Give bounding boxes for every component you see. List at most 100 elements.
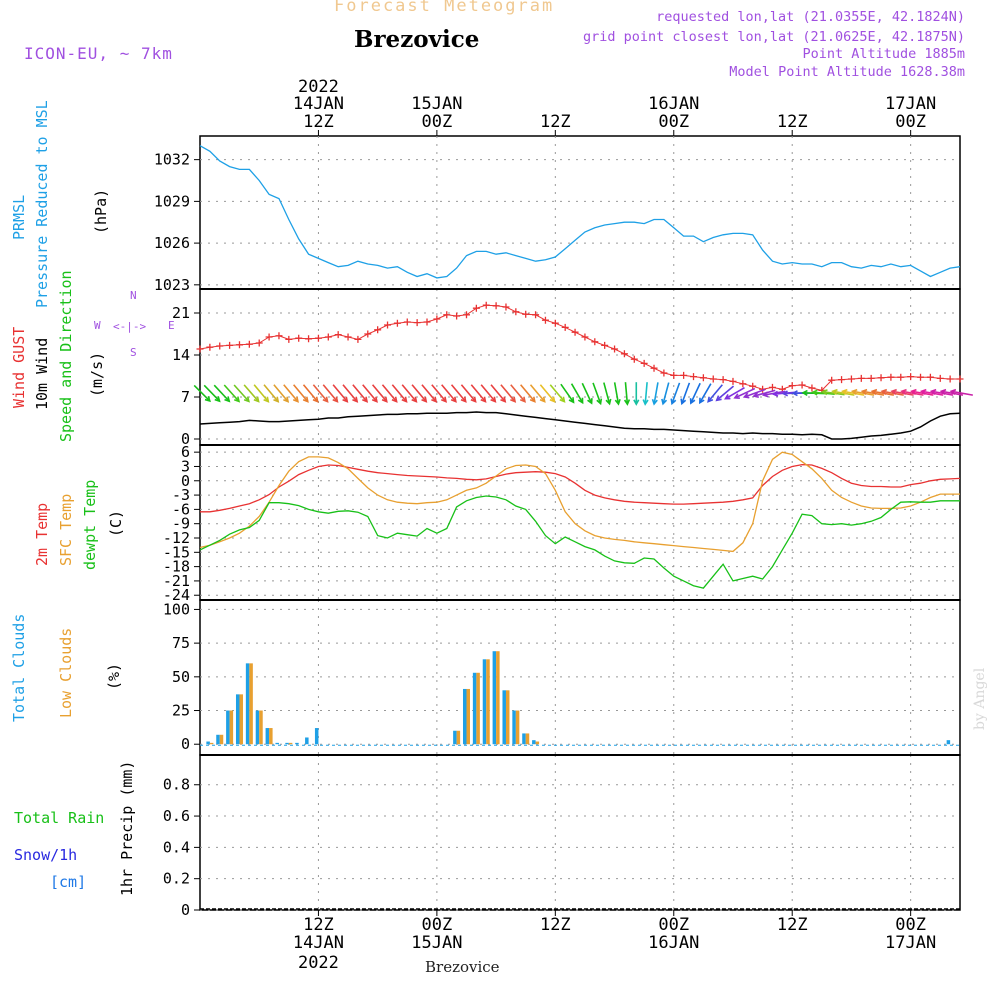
y-tick-label: 1029: [154, 192, 190, 210]
wind-arrow-head: [831, 388, 838, 396]
wind-arrow-head: [821, 389, 828, 396]
low-clouds-bar: [249, 663, 253, 745]
gust-point-marker: [285, 335, 293, 343]
wind-arrow-head: [642, 399, 649, 406]
wind-direction-arrow: [193, 384, 211, 402]
total-clouds-label: Total Clouds: [10, 613, 28, 722]
low-clouds-bar: [486, 659, 490, 745]
gust-point-marker: [640, 359, 648, 367]
wind-arrow-head: [699, 397, 705, 405]
station-name: Brezovice: [354, 26, 480, 53]
wind-arrow-head: [322, 396, 329, 403]
total-clouds-bar: [275, 742, 279, 745]
gust-point-marker: [532, 311, 540, 319]
gust-point-marker: [749, 382, 757, 390]
clouds-unit: (%): [105, 662, 123, 690]
gust-point-marker: [472, 304, 480, 312]
gust-point-marker: [808, 384, 816, 392]
wind-direction-arrow: [822, 390, 845, 396]
wind-arrow-head: [633, 399, 640, 406]
wind-arrow-head: [500, 396, 507, 403]
wind-arrow-head: [549, 396, 556, 403]
gust-point-marker: [462, 311, 470, 319]
wind-arrow-head: [890, 388, 897, 396]
top-date-label: 15JAN: [411, 94, 462, 114]
wind-speed-dir-label: Speed and Direction: [57, 270, 75, 442]
total-clouds-bar: [285, 742, 289, 745]
low-clouds-bar: [525, 733, 530, 745]
total-clouds-bar: [216, 734, 220, 745]
gust-point-marker: [699, 374, 707, 382]
total-clouds-bar: [512, 710, 516, 745]
gust-point-marker: [393, 319, 401, 327]
total-clouds-bar: [492, 651, 497, 745]
wind-direction-arrow: [603, 382, 611, 405]
wind-arrow-head: [623, 399, 631, 406]
wind-arrow-head: [742, 392, 750, 399]
wind-arrow-head: [460, 396, 467, 403]
wind-arrow-head: [510, 396, 517, 403]
wind-unit: (m/s): [88, 351, 106, 397]
total-clouds-bar: [206, 741, 210, 745]
gust-point-marker: [334, 331, 342, 339]
gust-point-marker: [828, 376, 836, 384]
wind-arrow-head: [568, 397, 575, 404]
compass-s: S: [130, 346, 137, 359]
gust-point-marker: [620, 350, 628, 358]
low-clouds-bar: [515, 710, 520, 745]
gust-point-marker: [956, 375, 964, 383]
y-tick-label: 0: [181, 472, 190, 490]
wind-direction-arrow: [716, 385, 735, 401]
wind-arrow-head: [391, 396, 398, 403]
wind-arrow-head: [490, 396, 497, 403]
pressure-unit: (hPa): [92, 188, 110, 234]
low-clouds-bar: [288, 742, 293, 745]
y-tick-label: -21: [163, 572, 190, 590]
wind-direction-arrow: [592, 382, 602, 404]
gust-point-marker: [887, 373, 895, 381]
gust-point-marker: [867, 374, 875, 382]
wind-direction-arrow: [421, 384, 437, 403]
wind-direction-arrow: [253, 384, 269, 403]
wind-direction-arrow: [681, 382, 691, 404]
total-rain-label: Total Rain: [14, 809, 105, 827]
wind-direction-arrow: [362, 384, 378, 403]
wind-arrow-head: [781, 390, 789, 397]
snow-cm-label: [cm]: [50, 873, 87, 891]
gust-point-marker: [374, 326, 382, 334]
bottom-hour-label: 12Z: [303, 915, 334, 935]
wind-arrow-head: [362, 396, 369, 403]
wind-direction-arrow: [322, 384, 338, 403]
wind-direction-arrow: [431, 384, 447, 403]
wind-arrow-head: [263, 396, 270, 403]
bottom-date-label: 16JAN: [648, 933, 699, 953]
total-clouds-bar: [235, 694, 240, 745]
gust-point-marker: [364, 330, 372, 338]
wind-arrow-head: [214, 396, 221, 403]
top-hour-label: 12Z: [540, 112, 571, 132]
wind-direction-arrow: [911, 390, 934, 396]
top-date-label: 14JAN: [293, 94, 344, 114]
wind-arrow-head: [651, 399, 658, 406]
wind-direction-arrow: [243, 384, 260, 403]
wind-direction-arrow: [302, 384, 319, 403]
gust-point-marker: [226, 341, 234, 349]
wind-direction-arrow: [832, 390, 855, 396]
wind-direction-arrow: [653, 382, 659, 405]
prmsl-label: PRMSL: [10, 194, 28, 240]
y-tick-label: 0: [181, 901, 190, 919]
y-tick-label: 1032: [154, 151, 190, 169]
wind-arrow-head: [596, 398, 603, 406]
bottom-date-label: 15JAN: [411, 933, 462, 953]
wind-arrow-head: [243, 396, 250, 403]
gust-point-marker: [946, 375, 954, 383]
wind-arrow-head: [302, 396, 309, 403]
wind-direction-arrow: [872, 390, 895, 396]
low-clouds-bar: [219, 734, 224, 745]
wind-direction-arrow: [470, 384, 487, 403]
wind-direction-arrow: [529, 384, 546, 403]
wind-arrow-head: [605, 398, 612, 406]
compass-mid: <-|->: [113, 320, 147, 333]
total-clouds-bar: [255, 710, 260, 745]
wind-direction-arrow: [570, 383, 584, 404]
